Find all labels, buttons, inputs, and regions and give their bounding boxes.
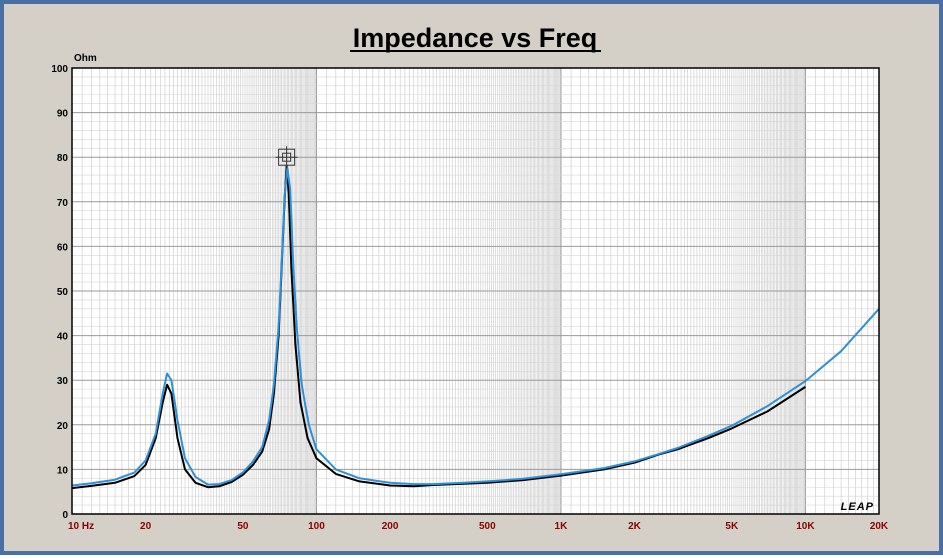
x-tick-label: 500 — [479, 521, 496, 532]
y-tick-label: 90 — [57, 109, 69, 120]
x-tick-label: 20 — [140, 521, 152, 532]
y-tick-label: 40 — [57, 332, 69, 343]
y-tick-label: 70 — [57, 198, 69, 209]
impedance-curve-blue — [71, 167, 880, 487]
x-tick-label: 10K — [796, 521, 815, 532]
x-tick-label: 200 — [382, 521, 399, 532]
chart-title: Impedance vs Freq — [353, 23, 598, 53]
y-tick-label: 100 — [51, 64, 68, 75]
y-tick-label: 20 — [57, 421, 69, 432]
y-tick-labels: 0 10 20 30 40 50 60 70 80 90 100 — [51, 64, 68, 521]
x-tick-label: 100 — [308, 521, 325, 532]
y-tick-label: 50 — [57, 287, 69, 298]
leap-logo: LEAP — [841, 501, 874, 513]
peak-cursor-marker — [275, 146, 298, 169]
plot-border — [71, 67, 880, 515]
y-tick-label: 10 — [57, 465, 69, 476]
x-tick-label: 5K — [725, 521, 739, 532]
x-tick-label: 50 — [237, 521, 249, 532]
x-tick-label: 1K — [555, 521, 569, 532]
y-tick-label: 30 — [57, 376, 69, 387]
y-tick-label: 80 — [57, 153, 69, 164]
x-tick-labels: 10 Hz 20 50 100 200 500 1K 2K 5K 10K 20K — [68, 521, 889, 532]
x-tick-label: 2K — [628, 521, 642, 532]
y-tick-label: 0 — [62, 510, 68, 521]
x-tick-label: 10 Hz — [68, 521, 94, 532]
x-tick-label: 20K — [870, 521, 889, 532]
y-tick-label: 60 — [57, 242, 69, 253]
y-axis-unit-label: Ohm — [74, 53, 97, 64]
impedance-chart: Impedance vs Freq Ohm 0 10 20 30 40 50 60 70 80 9… — [51, 23, 889, 532]
